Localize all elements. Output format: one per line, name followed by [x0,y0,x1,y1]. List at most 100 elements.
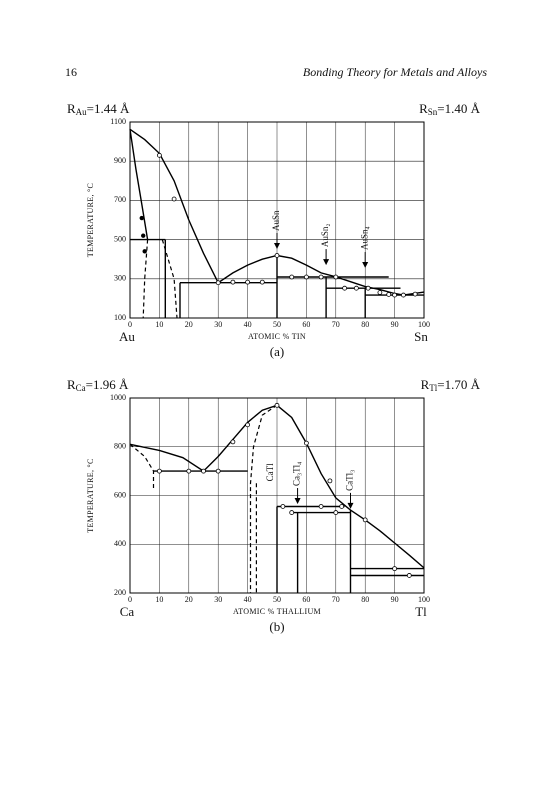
radius-label: RAu=1.44 Å [67,101,130,117]
x-end-label: Sn [414,329,428,344]
y-tick-label: 600 [114,490,126,499]
data-point [215,280,221,286]
x-tick-label: 80 [361,595,369,604]
x-tick-label: 60 [302,595,310,604]
arrow-head [362,262,369,269]
data-point [406,573,412,578]
x-tick-label: 20 [185,595,193,604]
data-point [392,566,398,572]
radius-subscript: Sn [428,107,438,117]
compound-label: AuSn [271,210,281,231]
data-point [362,517,368,523]
data-point [342,285,348,291]
data-point [365,285,371,291]
data-point [156,152,162,158]
x-tick-label: 90 [391,320,399,329]
data-point [259,279,265,285]
x-tick-label: 10 [155,595,163,604]
radius-label: RCa=1.96 Å [67,377,129,393]
x-tick-label: 40 [244,320,252,329]
y-tick-label: 1000 [110,393,126,402]
phase-boundary [130,238,424,318]
data-point [392,292,398,298]
radius-value: =1.96 Å [86,377,129,392]
data-point [303,274,309,280]
radius-symbol: R [67,377,76,392]
figure-caption: (b) [269,619,284,634]
x-tick-label: 80 [361,320,369,329]
radius-subscript: Tl [429,383,437,393]
x-tick-label: 0 [128,320,132,329]
x-tick-label: 70 [332,320,340,329]
x-start-label: Au [119,329,135,344]
x-tick-label: 50 [273,320,281,329]
data-point [327,478,333,484]
compound-label: CaTl [265,463,275,481]
x-start-label: Ca [120,604,135,619]
radius-label: RTl=1.70 Å [421,377,481,393]
x-tick-label: 50 [273,595,281,604]
radius-value: =1.40 Å [437,101,480,116]
data-point [274,253,280,258]
radius-symbol: R [421,377,430,392]
data-point [230,439,236,445]
x-axis-label: ATOMIC % TIN [248,332,306,341]
data-point [401,292,406,298]
x-tick-label: 30 [214,595,222,604]
data-dot [139,215,144,221]
y-tick-label: 300 [114,274,126,283]
running-title: Bonding Theory for Metals and Alloys [303,65,487,79]
compound-label: AuSn₂ [320,223,330,247]
data-dot [141,233,146,238]
arrow-head [347,502,354,509]
data-point [333,510,339,515]
phase-boundary [249,404,278,593]
x-axis-label: ATOMIC % THALLIUM [233,607,321,616]
radius-label: RSn=1.40 Å [419,101,481,117]
data-point [215,468,221,474]
page-number: 16 [65,65,77,79]
data-point [353,285,359,291]
radius-symbol: R [419,101,428,116]
arrow-head [323,259,330,266]
data-point [156,468,162,474]
data-point [245,422,251,428]
y-tick-label: 100 [114,313,126,322]
data-point [333,274,339,280]
data-point [201,468,206,474]
x-end-label: Tl [415,604,427,619]
compound-label: CaTl₃ [345,470,355,491]
radius-value: =1.44 Å [87,101,130,116]
data-point [412,291,418,297]
x-tick-label: 30 [214,320,222,329]
data-point [386,292,392,297]
data-point [289,510,295,515]
x-tick-label: 100 [418,595,430,604]
data-point [171,196,177,202]
y-tick-label: 200 [114,588,126,597]
y-axis-label: TEMPERATURE, °C [86,458,95,532]
x-tick-label: 0 [128,595,132,604]
data-point [318,504,324,509]
phase-boundary [129,129,149,240]
phase-boundary [129,443,155,491]
radius-subscript: Au [76,107,87,117]
data-point [230,279,236,285]
data-point [289,274,295,280]
x-tick-label: 70 [332,595,340,604]
data-point [303,440,309,446]
compound-label: AuSn₄ [359,226,369,250]
data-point [274,402,280,408]
y-tick-label: 900 [114,156,126,165]
arrow-head [274,243,280,250]
y-tick-label: 1100 [110,117,126,126]
x-tick-label: 100 [418,320,430,329]
radius-value: =1.70 Å [437,377,480,392]
phase-boundary [153,470,424,593]
data-point [318,274,324,280]
y-tick-label: 500 [114,234,126,243]
x-tick-label: 20 [185,320,193,329]
data-point [339,504,345,509]
y-tick-label: 400 [114,539,126,548]
